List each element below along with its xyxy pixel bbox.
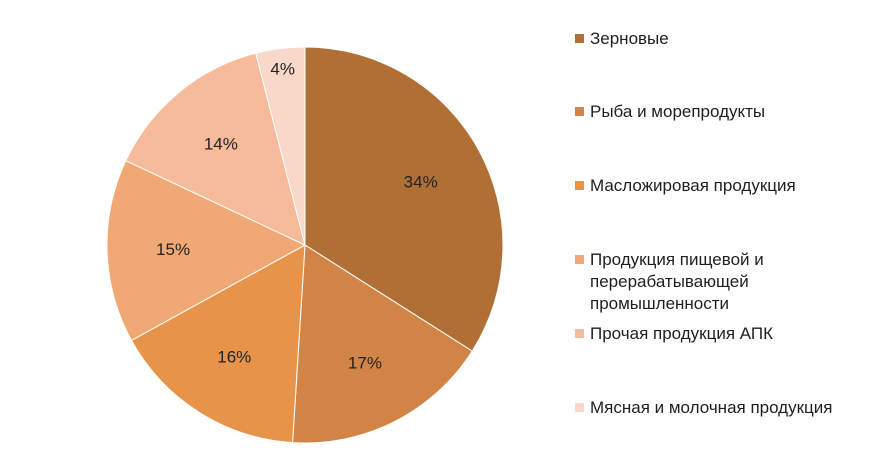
pie-slice [304, 46, 504, 352]
pie-slice [125, 52, 306, 246]
pie-slice [130, 244, 306, 444]
pie-slice [292, 244, 473, 444]
legend-item-meat-dairy: Мясная и молочная продукция [575, 397, 885, 419]
slice-value-label: 17% [348, 354, 382, 373]
legend-label: Прочая продукция АПК [590, 324, 774, 343]
slice-value-label: 4% [270, 59, 295, 78]
legend-label: Рыба и морепродукты [590, 102, 766, 121]
legend-label: Мясная и молочная продукция [590, 398, 833, 417]
legend-item-grain: Зерновые [575, 28, 885, 50]
legend-item-oil-fat: Масложировая продукция [575, 175, 885, 197]
legend-swatch [575, 255, 584, 264]
pie-slice [106, 160, 307, 342]
legend-label: Зерновые [590, 29, 669, 48]
legend-swatch [575, 181, 584, 190]
slice-value-label: 34% [404, 172, 438, 191]
legend-swatch [575, 403, 584, 412]
legend-label: Масложировая продукция [590, 176, 796, 195]
legend-label: Продукция пищевой и перерабатывающей про… [590, 250, 764, 313]
legend-swatch [575, 34, 584, 43]
legend-item-other-agro: Прочая продукция АПК [575, 323, 885, 345]
legend-swatch [575, 329, 584, 338]
legend-swatch [575, 107, 584, 116]
slice-value-label: 14% [204, 134, 238, 153]
slice-value-label: 15% [156, 240, 190, 259]
pie-slice [255, 46, 306, 246]
legend-item-food-processing: Продукция пищевой и перерабатывающей про… [575, 249, 885, 315]
slice-value-label: 16% [217, 347, 251, 366]
legend-item-fish: Рыба и морепродукты [575, 101, 885, 123]
